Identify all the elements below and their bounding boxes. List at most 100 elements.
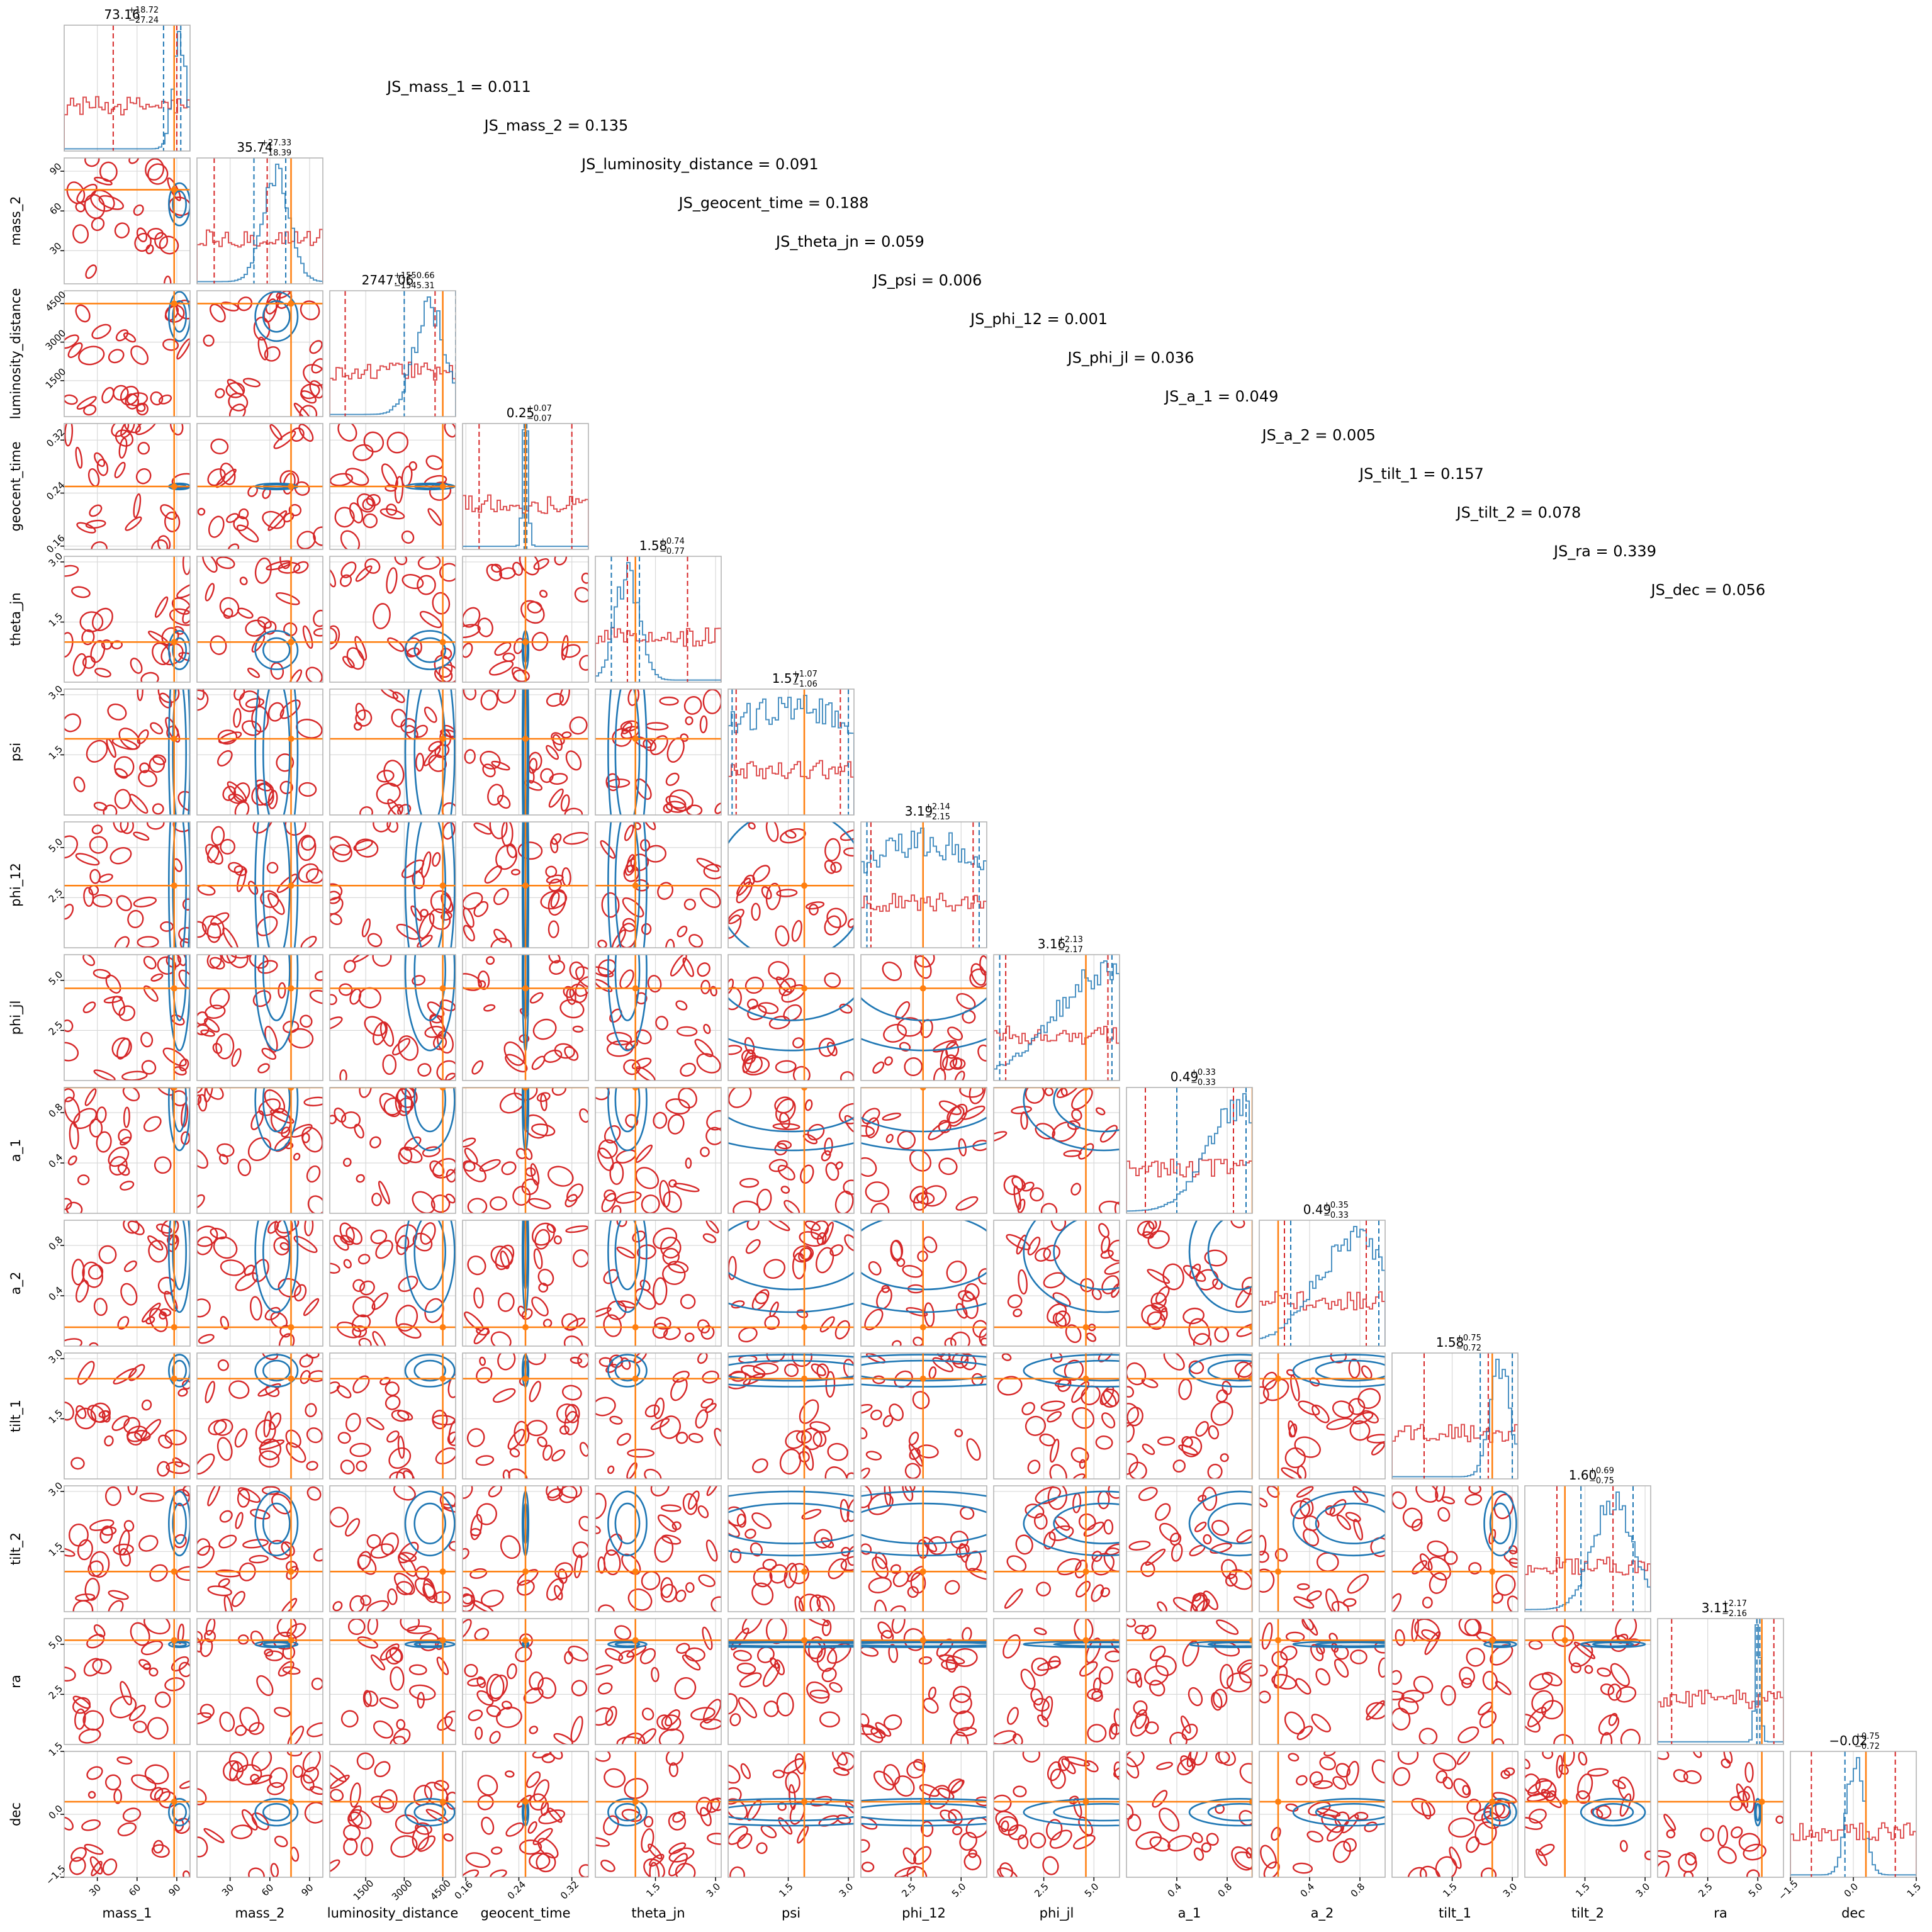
red-contour — [1017, 1198, 1026, 1213]
red-contour — [1731, 1826, 1743, 1839]
red-contour — [1457, 1726, 1480, 1743]
panel-theta_jn-vs-a_2 — [595, 1220, 722, 1347]
panel-frame — [1524, 1751, 1651, 1878]
panel-luminosity_distance-vs-theta_jn — [329, 556, 456, 683]
red-contour — [1133, 1700, 1148, 1716]
red-contour — [697, 1505, 709, 1519]
panel-luminosity_distance-vs-a_1 — [329, 1087, 456, 1214]
red-contour — [257, 336, 269, 361]
red-contour — [1167, 1835, 1193, 1851]
x-axis-label: mass_1 — [102, 1906, 152, 1921]
red-contour — [821, 1667, 837, 1683]
blue-contour — [861, 1354, 987, 1388]
panel-frame — [595, 688, 722, 816]
red-contour — [87, 1264, 104, 1280]
red-contour — [254, 557, 272, 584]
blue-contour — [728, 1359, 854, 1382]
red-contour — [90, 640, 106, 663]
red-contour — [686, 804, 703, 815]
red-contour — [1049, 1464, 1067, 1479]
red-contour — [120, 1681, 132, 1705]
red-contour — [133, 1721, 147, 1733]
red-contour — [247, 667, 261, 678]
red-contour — [219, 1510, 233, 1523]
red-contour — [500, 1535, 521, 1559]
red-contour — [82, 955, 96, 967]
red-contour — [774, 1142, 788, 1155]
blue-contour — [262, 300, 291, 333]
panel-frame — [462, 1751, 589, 1878]
red-contour — [491, 760, 510, 771]
red-contour — [756, 1188, 772, 1211]
red-contour — [1427, 1540, 1449, 1557]
panel-mass_1-vs-a_1 — [64, 1087, 191, 1214]
truth-point — [801, 882, 808, 889]
x-axis-label: tilt_2 — [1571, 1906, 1604, 1921]
red-contour — [563, 832, 588, 845]
red-contour — [626, 854, 636, 873]
red-contour — [643, 1858, 665, 1877]
truth-point — [288, 1637, 295, 1644]
red-contour — [864, 1308, 884, 1330]
red-contour — [199, 1704, 215, 1718]
red-contour — [627, 689, 640, 706]
red-contour — [659, 696, 679, 706]
red-contour — [89, 1551, 110, 1578]
truth-point — [632, 1087, 639, 1091]
red-contour — [352, 955, 373, 963]
blue-contour — [1315, 1502, 1385, 1545]
red-contour — [1461, 1677, 1473, 1688]
blue-contour — [172, 1220, 187, 1291]
red-contour — [923, 1236, 938, 1254]
red-contour — [1419, 1865, 1441, 1877]
red-contour — [379, 1643, 400, 1661]
panel-frame — [595, 1220, 722, 1347]
red-contour — [141, 1399, 152, 1411]
red-contour — [1208, 1425, 1220, 1440]
red-contour — [696, 858, 720, 872]
panel-a_2-vs-dec — [1259, 1751, 1386, 1878]
red-contour — [1027, 1459, 1041, 1474]
panel-frame — [727, 821, 855, 948]
red-contour — [553, 1235, 562, 1245]
red-contour — [572, 1541, 588, 1558]
red-contour — [473, 1327, 490, 1345]
red-contour — [1466, 1799, 1481, 1815]
js-divergence-label: JS_a_1 = 0.049 — [1164, 388, 1278, 405]
red-contour — [346, 647, 365, 670]
red-contour — [603, 1815, 619, 1836]
red-contour — [801, 1508, 822, 1520]
red-contour — [197, 1538, 211, 1556]
red-contour — [108, 349, 125, 364]
red-contour — [840, 1555, 854, 1571]
blue-contour — [1023, 1490, 1120, 1557]
truth-point — [439, 735, 446, 742]
red-contour — [804, 1099, 813, 1111]
panel-mass_2-vs-phi_12 — [196, 821, 323, 948]
red-contour — [489, 1731, 501, 1744]
red-contour — [519, 1839, 542, 1855]
red-contour — [655, 1016, 668, 1030]
panel-frame — [1391, 1352, 1519, 1480]
red-contour — [242, 378, 261, 388]
red-contour — [362, 498, 374, 510]
red-contour — [609, 1161, 624, 1185]
diag-panel-theta_jn: 1.58+0.74−0.77 — [595, 537, 722, 683]
panel-theta_jn-vs-psi — [595, 688, 722, 816]
panel-frame — [64, 821, 191, 948]
red-contour — [64, 835, 78, 859]
red-contour — [600, 1860, 615, 1872]
red-contour — [1134, 1625, 1149, 1635]
blue-contour — [1489, 1641, 1512, 1648]
truth-point — [1275, 1799, 1281, 1805]
panel-luminosity_distance-vs-phi_12 — [329, 821, 456, 948]
panel-title-plus: +2.13 — [1058, 935, 1083, 945]
panel-frame — [64, 1618, 191, 1745]
panel-mass_1-vs-luminosity_distance — [64, 290, 191, 417]
red-contour — [126, 1431, 143, 1446]
red-contour — [902, 1847, 917, 1865]
red-contour — [482, 763, 496, 778]
red-contour — [1610, 1663, 1630, 1687]
red-contour — [1325, 1505, 1335, 1515]
red-contour — [306, 1353, 320, 1359]
